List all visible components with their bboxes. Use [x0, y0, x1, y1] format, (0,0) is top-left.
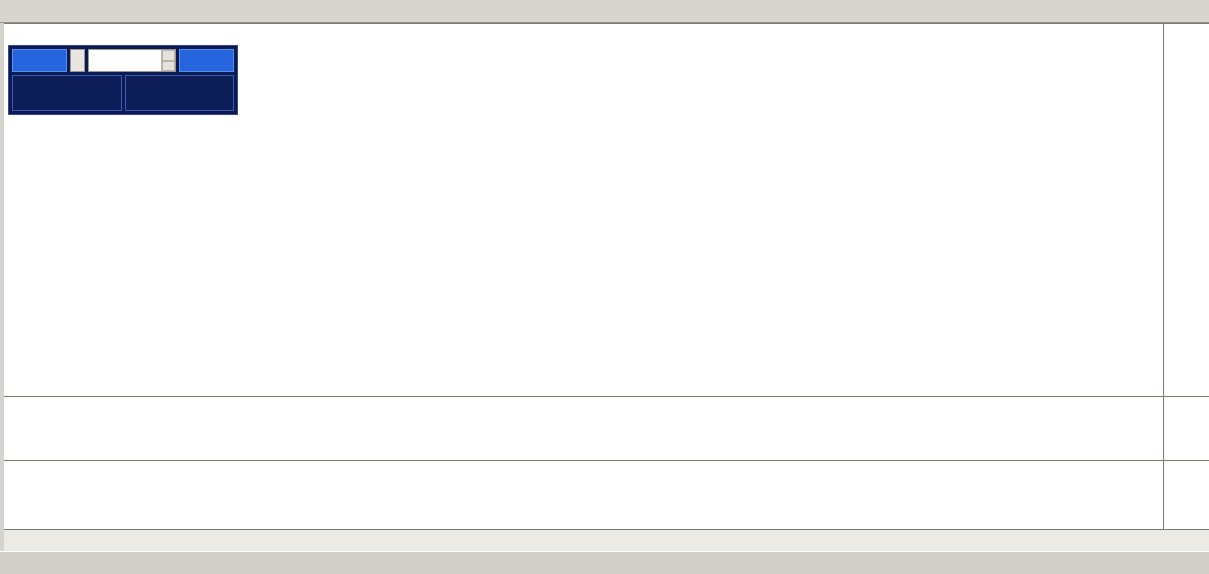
- buy-button[interactable]: [179, 49, 234, 72]
- volume-decrease-button[interactable]: [162, 60, 175, 71]
- volume-field[interactable]: [88, 49, 176, 72]
- macd-canvas: [4, 399, 1162, 459]
- macd-panel[interactable]: [4, 396, 1209, 461]
- ask-quote[interactable]: [124, 75, 234, 111]
- rsi-canvas: [4, 464, 1162, 528]
- sell-button[interactable]: [12, 49, 67, 72]
- volume-increase-button[interactable]: [162, 50, 175, 61]
- price-axis[interactable]: [1163, 23, 1209, 529]
- chart-window: [0, 22, 1209, 574]
- price-panel[interactable]: [4, 23, 1209, 397]
- timeframe-toolbar: [0, 0, 1209, 23]
- bid-quote[interactable]: [12, 75, 122, 111]
- time-axis[interactable]: [4, 529, 1209, 552]
- chart-tab-bar: [0, 551, 1209, 574]
- one-click-trading-panel: [8, 45, 238, 115]
- volume-value[interactable]: [89, 50, 161, 71]
- volume-options-button[interactable]: [70, 49, 85, 72]
- volume-spinner: [161, 50, 175, 71]
- rsi-panel[interactable]: [4, 460, 1209, 530]
